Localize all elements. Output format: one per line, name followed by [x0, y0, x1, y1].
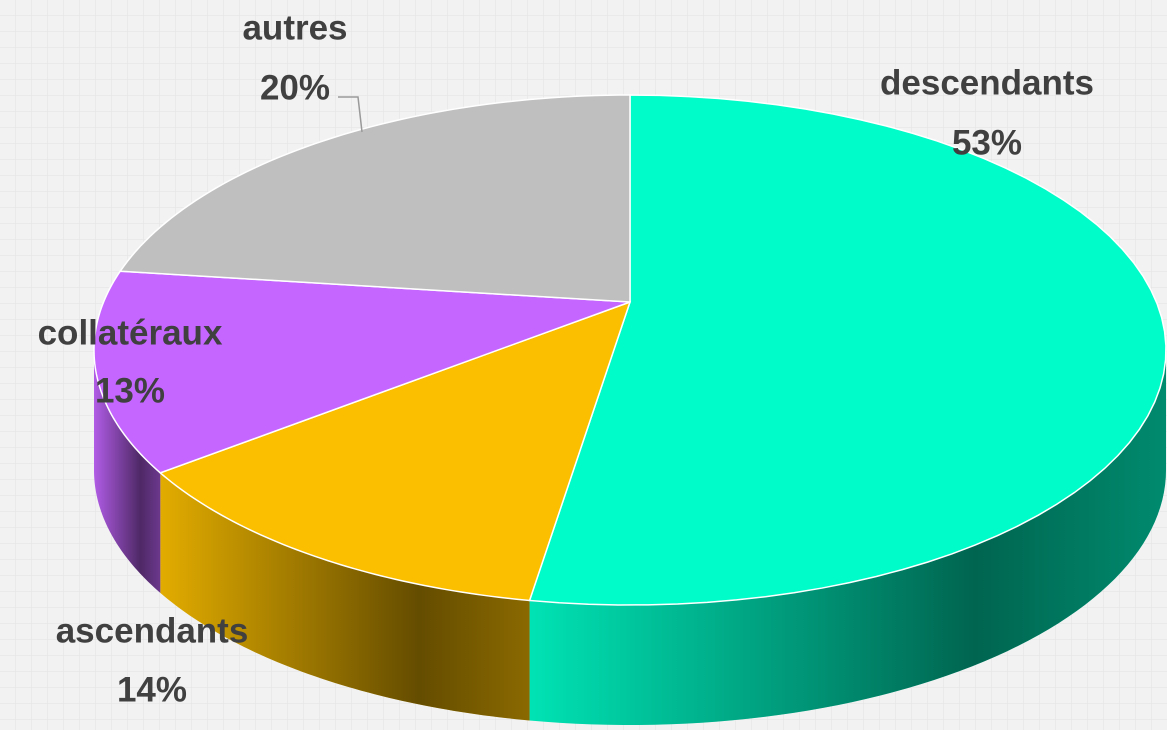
leader-line	[338, 96, 363, 133]
value-label: 14%	[117, 670, 187, 709]
category-label: descendants	[880, 63, 1094, 102]
value-label: 13%	[95, 371, 165, 410]
side-shade	[160, 472, 530, 721]
data-labels: descendants 53% ascendants 14% collatéraux 13…	[38, 8, 1094, 709]
pie-sides	[94, 350, 1166, 725]
pie-slice	[118, 94, 631, 303]
pie-slice	[528, 94, 1167, 606]
side-shade	[94, 350, 161, 593]
value-label: 53%	[952, 123, 1022, 162]
category-label: autres	[242, 8, 347, 47]
category-label: collatéraux	[38, 313, 223, 352]
pie-tops	[93, 94, 1167, 606]
value-label: 20%	[260, 68, 330, 107]
pie-slice	[158, 300, 632, 602]
side-shade	[529, 350, 1166, 725]
pie-slice	[93, 270, 631, 474]
category-label: ascendants	[56, 611, 249, 650]
